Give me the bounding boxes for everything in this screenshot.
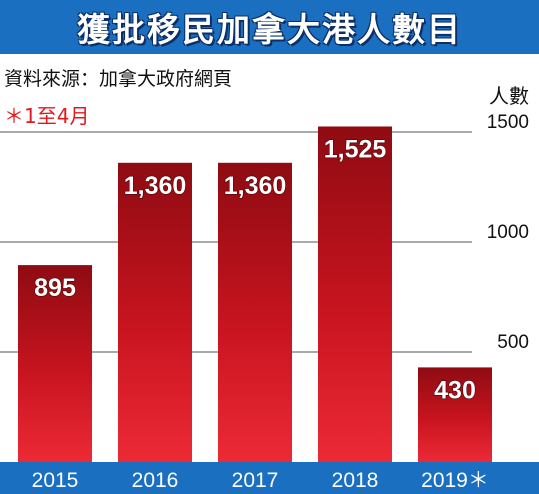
bar-value-label: 895 — [34, 274, 76, 302]
bar — [118, 162, 192, 463]
y-tick-label: 1000 — [487, 222, 529, 243]
source-caption: 資料來源：加拿大政府網頁 — [4, 68, 233, 90]
title-bar: 獲批移民加拿大港人數目 — [0, 0, 539, 54]
chart-title: 獲批移民加拿大港人數目 — [77, 10, 462, 49]
y-axis-ticks: 500 1000 1500 — [487, 112, 529, 353]
bar-value-labels: 895 1,360 1,360 1,525 430 — [34, 135, 477, 405]
y-tick-label: 1500 — [487, 112, 529, 133]
bar — [318, 126, 392, 462]
x-tick-label: 2015 — [32, 469, 79, 492]
bar-value-label: 1,525 — [324, 136, 387, 164]
bars — [18, 126, 492, 463]
bar — [418, 367, 492, 462]
y-axis-unit: 人數 — [489, 84, 529, 108]
x-axis-band — [0, 462, 539, 494]
footnote: ＊1至4月 — [4, 104, 90, 128]
x-axis-labels: 2015 2016 2017 2018 2019＊ — [32, 469, 489, 492]
bar — [218, 162, 292, 463]
x-tick-label: 2018 — [332, 469, 379, 492]
y-tick-label: 500 — [497, 332, 529, 353]
bar-value-label: 1,360 — [124, 172, 187, 200]
x-tick-label: 2019＊ — [421, 469, 489, 492]
bar-value-label: 430 — [434, 376, 476, 404]
bar-value-label: 1,360 — [224, 172, 287, 200]
x-tick-label: 2016 — [132, 469, 179, 492]
x-tick-label: 2017 — [232, 469, 279, 492]
bar — [18, 265, 92, 462]
